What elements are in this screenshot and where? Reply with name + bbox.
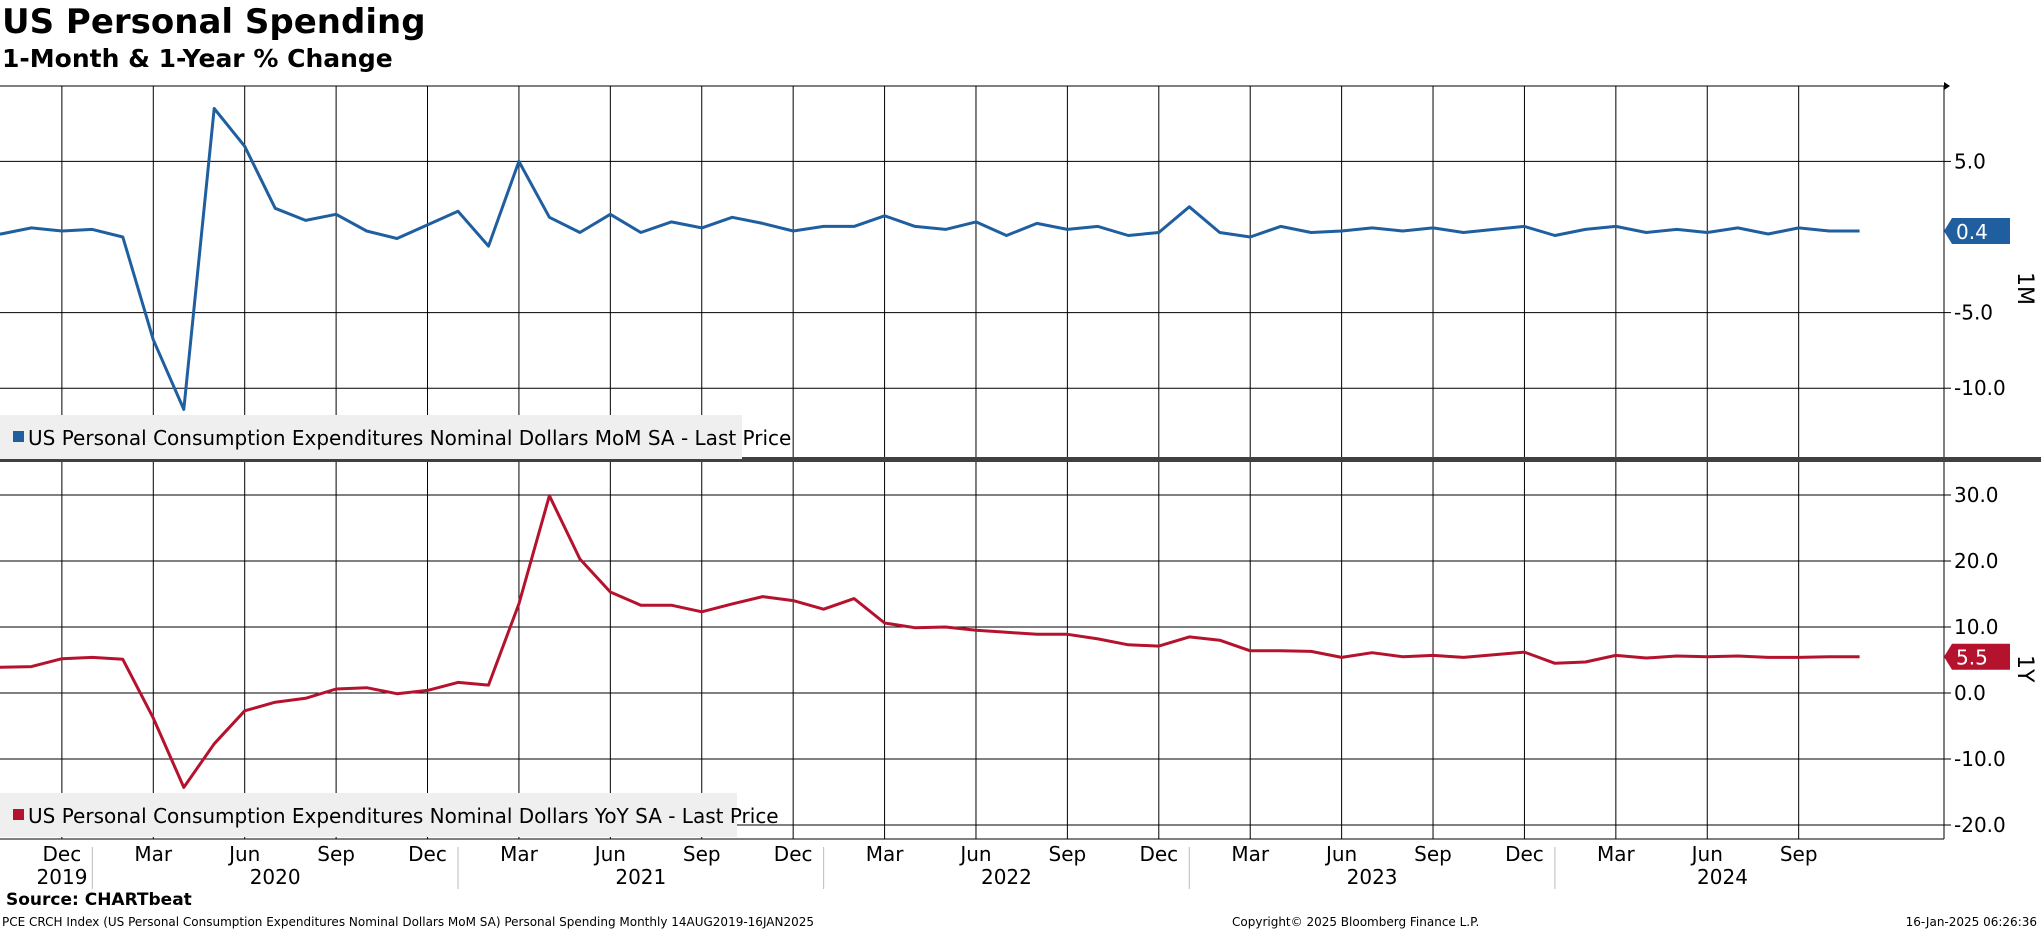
- x-month-label: Mar: [500, 842, 539, 866]
- x-year-label: 2019: [37, 865, 88, 889]
- x-month-label: Mar: [866, 842, 905, 866]
- chart-title: US Personal Spending: [2, 2, 426, 42]
- legend-box: [0, 793, 737, 837]
- series-line-1m: [0, 107, 1860, 411]
- y-tick-label: 10.0: [1954, 615, 1999, 639]
- y-tick-label: -10.0: [1954, 376, 2006, 400]
- y-tick-label: 5.0: [1954, 149, 1986, 173]
- y-tick-label: -5.0: [1954, 301, 1993, 325]
- axis-id-label: 1M: [2012, 272, 2037, 305]
- x-month-label: Sep: [683, 842, 721, 866]
- footnote-timestamp: 16-Jan-2025 06:26:36: [1905, 915, 2037, 929]
- legend-box: [0, 415, 742, 459]
- footnote-left: PCE CRCH Index (US Personal Consumption …: [2, 915, 814, 929]
- bottom-panel-grid: [0, 461, 1944, 839]
- x-year-label: 2022: [981, 865, 1032, 889]
- x-month-label: Dec: [774, 842, 813, 866]
- x-month-label: Jun: [1690, 842, 1723, 866]
- y-tick-label: 20.0: [1954, 549, 1999, 573]
- y-tick-label: -20.0: [1954, 813, 2006, 837]
- axis-id-label: 1Y: [2012, 655, 2037, 683]
- x-month-label: Sep: [1414, 842, 1452, 866]
- legends: US Personal Consumption Expenditures Nom…: [0, 415, 791, 837]
- x-axis-labels: Sep Dec Mar Jun Sep Dec Mar Jun Sep Dec Mar Jun Sep D…: [37, 842, 1818, 889]
- last-value-text: 0.4: [1956, 220, 1988, 244]
- y-tick-label: -10.0: [1954, 747, 2006, 771]
- x-month-label: Mar: [1597, 842, 1636, 866]
- legend-swatch: [13, 431, 24, 442]
- series-lines: [0, 107, 1860, 789]
- x-month-label: Dec: [1505, 842, 1544, 866]
- x-month-label: Mar: [134, 842, 173, 866]
- chart-subtitle: 1-Month & 1-Year % Change: [2, 44, 393, 73]
- top-panel-grid: [0, 86, 1944, 459]
- plot-frame: [0, 82, 2041, 840]
- x-year-label: 2024: [1697, 865, 1748, 889]
- x-month-label: Jun: [1324, 842, 1357, 866]
- x-year-label: 2023: [1347, 865, 1398, 889]
- x-month-label: Sep: [317, 842, 355, 866]
- x-month-label: Jun: [958, 842, 991, 866]
- last-value-badge: [1944, 217, 2010, 244]
- y-tick-label: 30.0: [1954, 483, 1999, 507]
- panel-separator: [0, 457, 2041, 462]
- y-axis-labels: 5.0 -5.0 -10.0 1M 30.0 20.0 10.0 0.0 -10.0 -20.0 1…: [1944, 149, 2037, 837]
- x-month-label: Jun: [593, 842, 626, 866]
- x-year-label: 2020: [250, 865, 301, 889]
- source-note: Source: CHARTbeat: [6, 890, 192, 910]
- x-month-label: Dec: [1139, 842, 1178, 866]
- x-month-label: Dec: [408, 842, 447, 866]
- axis-arrow: [1944, 82, 1950, 90]
- legend-swatch: [13, 809, 24, 820]
- x-month-label: Sep: [1780, 842, 1818, 866]
- x-month-label: Mar: [1231, 842, 1270, 866]
- y-tick-label: 0.0: [1954, 681, 1986, 705]
- series-line-1y: [0, 494, 1860, 789]
- legend-label: US Personal Consumption Expenditures Nom…: [28, 804, 779, 828]
- legend-label: US Personal Consumption Expenditures Nom…: [28, 426, 791, 450]
- x-month-label: Jun: [227, 842, 260, 866]
- last-value-badges: 0.4 5.5: [1944, 217, 2010, 670]
- last-value-text: 5.5: [1956, 646, 1988, 670]
- x-month-label: Sep: [1049, 842, 1087, 866]
- x-year-label: 2021: [615, 865, 666, 889]
- footnote-copyright: Copyright© 2025 Bloomberg Finance L.P.: [1232, 915, 1480, 929]
- x-month-label: Dec: [43, 842, 82, 866]
- last-value-badge: [1944, 643, 2010, 670]
